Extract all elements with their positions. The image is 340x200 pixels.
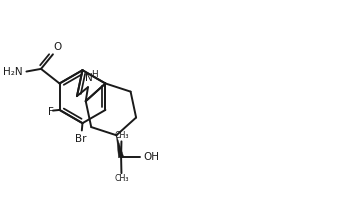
Text: H₂N: H₂N bbox=[3, 67, 22, 77]
Text: H: H bbox=[91, 70, 98, 79]
Text: N: N bbox=[85, 73, 92, 83]
Text: CH₃: CH₃ bbox=[114, 174, 129, 183]
Text: O: O bbox=[54, 42, 62, 52]
Text: Br: Br bbox=[75, 134, 87, 144]
Text: OH: OH bbox=[143, 152, 159, 162]
Text: F: F bbox=[48, 107, 54, 117]
Polygon shape bbox=[116, 135, 124, 158]
Text: CH₃: CH₃ bbox=[114, 131, 129, 140]
